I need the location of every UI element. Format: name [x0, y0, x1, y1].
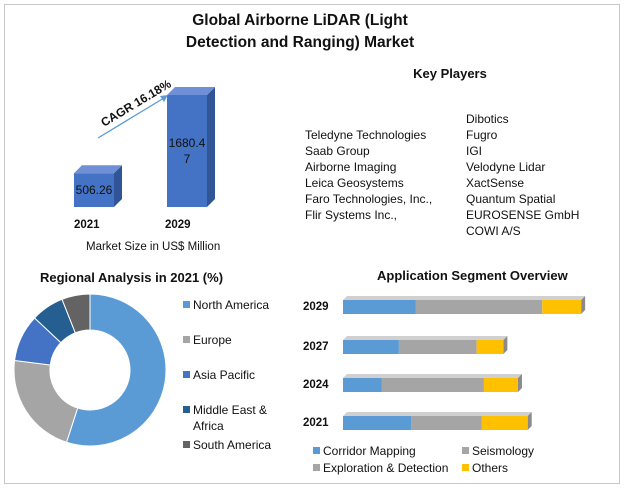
- segment-bar-side-2: [517, 374, 522, 392]
- regional-legend-swatch-0: [183, 301, 190, 308]
- market-category-2021: 2021: [74, 219, 100, 231]
- segment-bar-3-2: [481, 416, 528, 430]
- segment-bar-top-1: [343, 336, 508, 340]
- segment-bar-2-1: [381, 378, 484, 392]
- segment-category-2: 2024: [303, 379, 329, 391]
- segment-bar-side-1: [503, 336, 508, 354]
- market-bar-top-1: [167, 87, 215, 95]
- segment-category-0: 2029: [303, 301, 329, 313]
- title-line-1: Global Airborne LiDAR (Light: [192, 12, 408, 29]
- segment-legend-label-2: Exploration & Detection: [323, 461, 449, 475]
- donut-slice-4: [61, 293, 91, 334]
- segment-legend-label-1: Seismology: [472, 444, 535, 458]
- regional-legend-swatch-4: [183, 441, 190, 448]
- cagr-arrow-head: [160, 95, 168, 102]
- segment-bar-0-1: [415, 300, 543, 314]
- segment-bar-3-0: [343, 416, 412, 430]
- segment-legend-label-3: Others: [472, 461, 509, 475]
- market-bar-value-1: 1680.4 7: [169, 136, 206, 166]
- key-player-left-2: Airborne Imaging: [305, 160, 397, 174]
- segment-bar-0-2: [542, 300, 582, 314]
- key-player-left-5: Flir Systems Inc.,: [305, 208, 398, 222]
- market-bar-side-0: [114, 165, 122, 207]
- segment-bar-top-2: [343, 374, 522, 378]
- regional-donut-chart: [13, 293, 167, 447]
- segment-category-1: 2027: [303, 341, 329, 353]
- key-player-right-2: IGI: [466, 144, 483, 158]
- key-player-right-6: EUROSENSE GmbH: [466, 208, 580, 222]
- segment-legend-swatch-3: [462, 464, 469, 471]
- segment-bar-side-3: [527, 412, 532, 430]
- key-player-right-3: Velodyne Lidar: [466, 160, 546, 174]
- segment-legend-swatch-1: [462, 447, 469, 454]
- segment-category-3: 2021: [303, 417, 329, 429]
- market-bar-top-0: [74, 165, 122, 174]
- regional-legend-label-3: Middle East & Africa: [193, 403, 268, 433]
- regional-legend-swatch-1: [183, 336, 190, 343]
- key-player-right-0: Dibotics: [466, 112, 509, 126]
- key-player-right-1: Fugro: [466, 128, 498, 142]
- regional-legend-swatch-3: [183, 406, 190, 413]
- segment-bar-1-1: [398, 340, 477, 354]
- key-player-left-1: Saab Group: [305, 144, 370, 158]
- key-player-right-4: XactSense: [466, 176, 525, 190]
- regional-legend-swatch-2: [183, 371, 190, 378]
- page-title: Global Airborne LiDAR (Light Detection a…: [150, 10, 450, 54]
- infographic-frame: [4, 4, 620, 484]
- segment-bar-1-2: [476, 340, 504, 354]
- regional-legend-label-0: North America: [193, 298, 270, 312]
- market-bar-0: [74, 173, 114, 207]
- market-bar-side-1: [207, 87, 215, 207]
- market-bar-value-0: 506.26: [76, 183, 113, 197]
- key-players-title: Key Players: [413, 66, 487, 81]
- cagr-arrow: [97, 97, 165, 139]
- regional-title: Regional Analysis in 2021 (%): [40, 270, 224, 285]
- key-player-left-3: Leica Geosystems: [305, 176, 404, 190]
- segment-title: Application Segment Overview: [377, 268, 568, 283]
- regional-legend-label-1: Europe: [193, 333, 232, 347]
- segment-bar-2-0: [343, 378, 382, 392]
- segment-bar-3-1: [411, 416, 482, 430]
- regional-legend-label-4: South America: [193, 438, 272, 452]
- key-player-left-0: Teledyne Technologies: [305, 128, 427, 142]
- segment-legend-swatch-2: [313, 464, 320, 471]
- segment-bar-side-0: [581, 296, 586, 314]
- key-player-left-4: Faro Technologies, Inc.,: [305, 192, 433, 206]
- title-line-2: Detection and Ranging) Market: [185, 34, 415, 51]
- regional-legend-label-2: Asia Pacific: [193, 368, 256, 382]
- segment-bar-2-2: [483, 378, 518, 392]
- segment-legend-swatch-0: [313, 447, 320, 454]
- segment-bar-top-3: [343, 412, 532, 416]
- segment-legend-label-0: Corridor Mapping: [323, 444, 416, 458]
- segment-bar-1-0: [343, 340, 399, 354]
- market-x-label: Market Size in US$ Million: [86, 241, 221, 253]
- market-bar-1: [167, 95, 207, 207]
- segment-bar-top-0: [343, 296, 586, 300]
- key-player-right-7: COWI A/S: [466, 224, 521, 238]
- key-player-right-5: Quantum Spatial: [466, 192, 556, 206]
- market-category-2029: 2029: [165, 219, 191, 231]
- segment-bar-0-0: [343, 300, 416, 314]
- donut-slice-0: [65, 293, 167, 447]
